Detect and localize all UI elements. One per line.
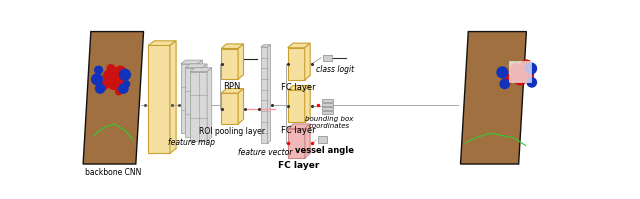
Circle shape: [120, 69, 131, 80]
Bar: [322, 103, 333, 106]
Polygon shape: [461, 32, 527, 164]
Text: vessel angle: vessel angle: [294, 145, 354, 155]
Circle shape: [503, 75, 513, 84]
Bar: [322, 99, 333, 102]
Circle shape: [500, 79, 509, 89]
Polygon shape: [288, 124, 310, 129]
Polygon shape: [305, 124, 310, 158]
Polygon shape: [288, 129, 305, 158]
Text: feature map: feature map: [168, 138, 215, 147]
Polygon shape: [288, 90, 305, 122]
Circle shape: [99, 81, 108, 90]
Text: RPN: RPN: [223, 82, 241, 91]
Polygon shape: [238, 89, 244, 124]
Circle shape: [510, 64, 522, 76]
Polygon shape: [186, 68, 202, 137]
Bar: [322, 110, 333, 114]
Bar: [322, 107, 333, 110]
Circle shape: [92, 74, 102, 85]
Circle shape: [95, 66, 102, 74]
Polygon shape: [288, 48, 305, 80]
Circle shape: [525, 63, 536, 74]
Text: FC layer: FC layer: [278, 161, 319, 170]
Polygon shape: [305, 43, 310, 80]
Polygon shape: [148, 41, 176, 45]
Polygon shape: [260, 45, 271, 47]
Polygon shape: [260, 47, 268, 143]
Polygon shape: [202, 64, 207, 137]
Circle shape: [116, 89, 122, 95]
Bar: [323, 55, 332, 61]
Polygon shape: [288, 86, 310, 90]
Polygon shape: [221, 44, 244, 49]
Circle shape: [95, 84, 105, 93]
Text: backbone CNN: backbone CNN: [85, 168, 141, 177]
Circle shape: [521, 60, 532, 71]
Text: class logit: class logit: [316, 65, 354, 74]
Polygon shape: [268, 45, 271, 143]
Polygon shape: [198, 60, 202, 133]
Text: FC layer: FC layer: [281, 83, 316, 92]
Polygon shape: [190, 72, 207, 141]
Polygon shape: [186, 64, 207, 68]
Circle shape: [119, 84, 128, 93]
Polygon shape: [207, 68, 212, 141]
Circle shape: [103, 70, 116, 82]
Polygon shape: [221, 93, 238, 124]
Polygon shape: [170, 41, 176, 153]
Polygon shape: [190, 68, 212, 72]
Circle shape: [527, 78, 536, 87]
Bar: [318, 136, 327, 143]
Circle shape: [107, 75, 121, 89]
Text: ROI pooling layer: ROI pooling layer: [199, 127, 265, 136]
Polygon shape: [148, 45, 170, 153]
Circle shape: [497, 67, 508, 78]
Circle shape: [115, 66, 125, 77]
Circle shape: [525, 72, 533, 79]
Polygon shape: [221, 89, 244, 93]
Circle shape: [120, 76, 127, 84]
Circle shape: [107, 65, 115, 72]
Bar: [509, 61, 531, 82]
Polygon shape: [221, 49, 238, 79]
Polygon shape: [288, 43, 310, 48]
Circle shape: [124, 81, 129, 87]
Text: FC layer: FC layer: [281, 126, 316, 135]
Text: bounding box
coordinates: bounding box coordinates: [305, 115, 353, 129]
Polygon shape: [180, 64, 198, 133]
Polygon shape: [180, 60, 202, 64]
Circle shape: [513, 71, 527, 85]
Polygon shape: [305, 86, 310, 122]
Polygon shape: [238, 44, 244, 79]
Polygon shape: [83, 32, 143, 164]
Text: feature vector: feature vector: [239, 148, 293, 157]
